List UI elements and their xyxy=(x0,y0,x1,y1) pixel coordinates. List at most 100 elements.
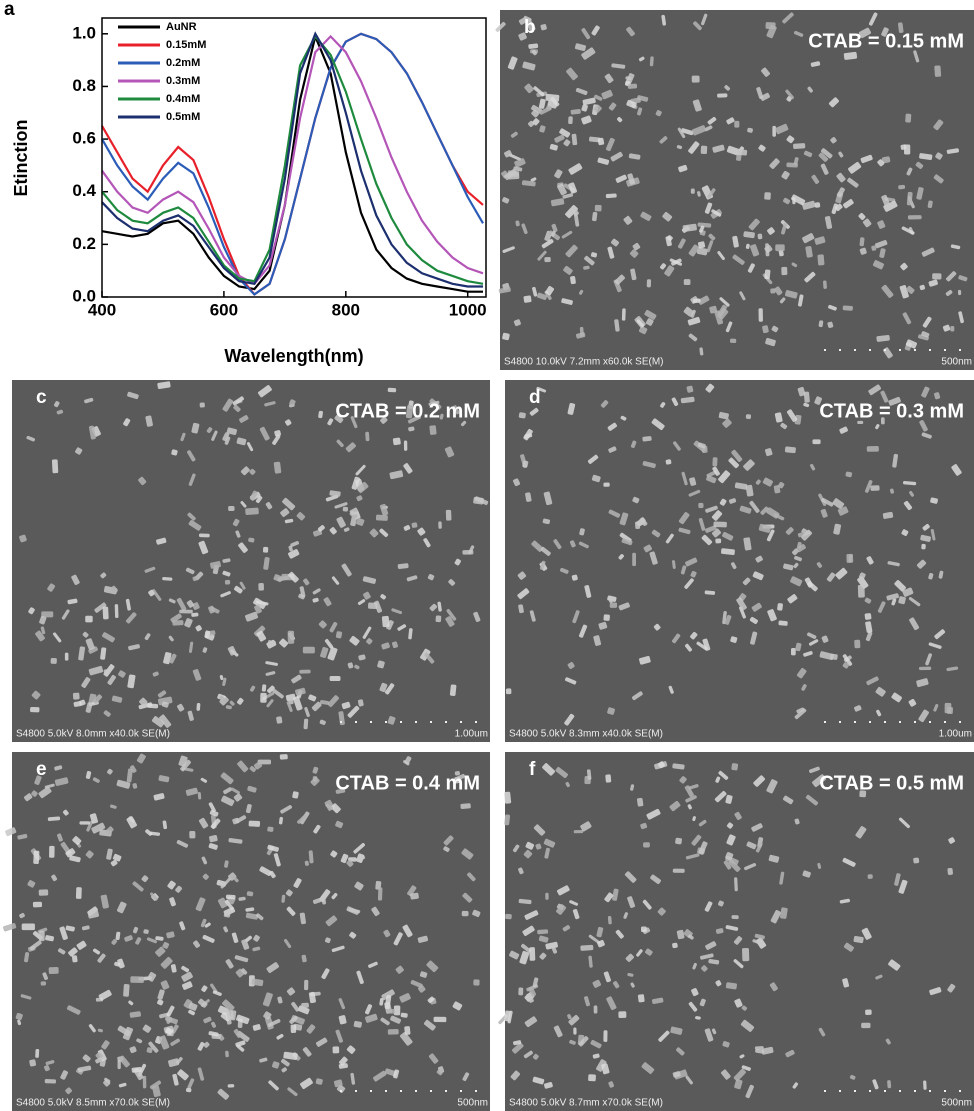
particle xyxy=(27,880,36,888)
particle xyxy=(542,763,555,776)
particle xyxy=(198,540,209,555)
particle xyxy=(651,997,664,1004)
series-line xyxy=(101,32,484,296)
particle xyxy=(645,318,654,326)
particle xyxy=(354,881,364,891)
particle xyxy=(524,83,534,94)
particle xyxy=(733,1068,746,1082)
particle xyxy=(517,571,527,580)
particle xyxy=(512,478,521,487)
particle xyxy=(95,1057,103,1064)
particle xyxy=(726,117,735,125)
particle xyxy=(565,205,578,219)
particle xyxy=(212,990,222,996)
particle xyxy=(502,332,510,341)
particle xyxy=(341,701,351,710)
particle xyxy=(192,602,200,610)
particle xyxy=(335,631,343,639)
particle xyxy=(944,702,952,714)
particle xyxy=(704,590,716,595)
particle xyxy=(712,528,721,538)
particle xyxy=(958,275,968,282)
particle xyxy=(155,946,166,957)
particle xyxy=(408,426,415,432)
particle xyxy=(554,134,565,143)
particle xyxy=(684,578,694,589)
particle xyxy=(529,610,536,622)
particle xyxy=(417,935,429,943)
particle xyxy=(946,271,957,282)
particle xyxy=(530,177,537,182)
particle xyxy=(934,65,942,77)
particle xyxy=(88,1024,96,1033)
particle xyxy=(334,414,344,424)
particle xyxy=(778,249,784,257)
particle xyxy=(373,1070,387,1082)
particle xyxy=(858,572,866,580)
particle xyxy=(603,482,610,487)
particle xyxy=(272,688,284,699)
particle xyxy=(31,690,41,700)
particle xyxy=(193,940,201,948)
particle xyxy=(417,527,426,536)
particle xyxy=(586,769,592,780)
particle xyxy=(723,860,732,870)
particle xyxy=(891,692,902,703)
particle xyxy=(608,509,621,518)
particle xyxy=(47,583,56,592)
particle xyxy=(578,289,584,295)
particle xyxy=(141,875,149,883)
particle xyxy=(603,971,611,983)
particle xyxy=(542,518,551,525)
particle xyxy=(601,89,613,100)
particle xyxy=(781,170,790,180)
particle xyxy=(297,1005,310,1015)
particle xyxy=(688,333,698,342)
particle xyxy=(188,473,196,486)
particle xyxy=(736,597,747,611)
particle xyxy=(66,1005,81,1015)
particle xyxy=(839,426,848,434)
particle xyxy=(521,180,536,187)
particle xyxy=(570,109,581,115)
particle xyxy=(230,787,240,795)
particle xyxy=(590,1040,602,1049)
particle xyxy=(866,676,879,686)
particle xyxy=(824,216,833,229)
particle xyxy=(474,496,489,506)
particle xyxy=(704,202,713,214)
particle xyxy=(838,151,844,158)
particle xyxy=(110,859,118,867)
particle xyxy=(157,690,167,698)
particle xyxy=(785,1049,795,1058)
particle xyxy=(570,276,576,285)
particle xyxy=(236,1014,250,1025)
particle xyxy=(54,765,63,771)
particle xyxy=(950,244,961,250)
particle xyxy=(550,198,565,207)
particle xyxy=(285,889,293,897)
particle xyxy=(732,235,739,248)
particle xyxy=(118,1082,127,1088)
particle xyxy=(785,527,794,535)
particle xyxy=(753,775,765,787)
particle xyxy=(392,437,401,446)
particle xyxy=(315,1037,328,1047)
particle xyxy=(848,161,862,174)
particle xyxy=(609,596,615,604)
particle xyxy=(28,607,35,615)
particle xyxy=(15,1012,23,1021)
particle xyxy=(259,426,270,441)
particle xyxy=(755,555,763,563)
particle xyxy=(319,719,326,725)
particle xyxy=(255,495,263,504)
particle xyxy=(75,887,82,899)
particle xyxy=(578,624,588,638)
particle xyxy=(288,549,300,559)
particle xyxy=(211,430,218,441)
particle xyxy=(57,833,63,842)
particle xyxy=(766,529,775,542)
particle xyxy=(865,621,873,633)
particle xyxy=(325,915,338,927)
particle xyxy=(592,979,602,988)
